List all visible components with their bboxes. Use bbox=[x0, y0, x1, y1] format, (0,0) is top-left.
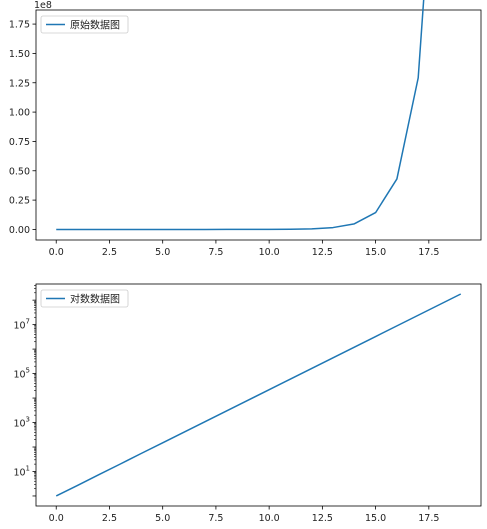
y-tick-label: 1.75 bbox=[9, 20, 30, 31]
series-line bbox=[56, 0, 425, 231]
x-tick-label: 15.0 bbox=[365, 513, 386, 524]
y-tick-label: 1.50 bbox=[9, 49, 30, 60]
x-tick-label: 0.0 bbox=[49, 513, 64, 524]
y-offset-label: 1e8 bbox=[34, 0, 52, 11]
x-tick-label: 2.5 bbox=[102, 513, 117, 524]
y-tick-label: 0.00 bbox=[9, 225, 30, 236]
axes-frame bbox=[35, 283, 482, 507]
x-tick-label: 7.5 bbox=[208, 247, 223, 258]
x-tick-label: 0.0 bbox=[49, 247, 64, 258]
y-tick-base: 10 bbox=[13, 419, 25, 430]
y-tick-exponent: 7 bbox=[26, 318, 30, 326]
series-line bbox=[55, 293, 462, 497]
y-tick-label: 1.25 bbox=[9, 78, 30, 89]
x-tick-label: 17.5 bbox=[418, 247, 439, 258]
y-tick-label: 1.00 bbox=[9, 108, 30, 119]
y-tick-exponent: 1 bbox=[26, 464, 30, 472]
y-tick-label: 107 bbox=[13, 318, 30, 332]
x-tick-label: 7.5 bbox=[208, 513, 223, 524]
x-tick-label: 5.0 bbox=[155, 247, 170, 258]
x-tick-label: 12.5 bbox=[312, 513, 333, 524]
y-tick-base: 10 bbox=[13, 467, 25, 478]
x-tick-label: 10.0 bbox=[259, 247, 280, 258]
y-tick-label: 0.75 bbox=[9, 137, 30, 148]
x-tick-label: 2.5 bbox=[102, 247, 117, 258]
y-tick-base: 10 bbox=[13, 321, 25, 332]
legend-box bbox=[40, 15, 129, 34]
x-tick-label: 15.0 bbox=[365, 247, 386, 258]
y-tick-label: 101 bbox=[13, 464, 30, 478]
y-tick-base: 10 bbox=[13, 370, 25, 381]
legend-box bbox=[40, 289, 129, 308]
chart-top-linear: 0.0 2.5 5.0 7.5 10.0 12.5 15.0 17.5 0.00 0.25 0.50… bbox=[9, 0, 482, 258]
y-tick-exponent: 3 bbox=[26, 416, 30, 424]
legend-label: 原始数据图 bbox=[70, 19, 120, 32]
y-tick-label: 0.25 bbox=[9, 196, 30, 207]
y-tick-label: 0.50 bbox=[9, 166, 30, 177]
legend-label: 对数数据图 bbox=[70, 293, 120, 306]
chart-bottom-log: 0.0 2.5 5.0 7.5 10.0 12.5 15.0 17.5101103105107… bbox=[13, 283, 482, 524]
x-tick-label: 12.5 bbox=[312, 247, 333, 258]
x-tick-label: 10.0 bbox=[259, 513, 280, 524]
y-tick-label: 103 bbox=[13, 416, 30, 430]
y-tick-label: 105 bbox=[13, 367, 30, 381]
y-tick-exponent: 5 bbox=[26, 367, 30, 375]
axes-frame bbox=[35, 9, 482, 241]
x-tick-label: 17.5 bbox=[418, 513, 439, 524]
x-tick-label: 5.0 bbox=[155, 513, 170, 524]
